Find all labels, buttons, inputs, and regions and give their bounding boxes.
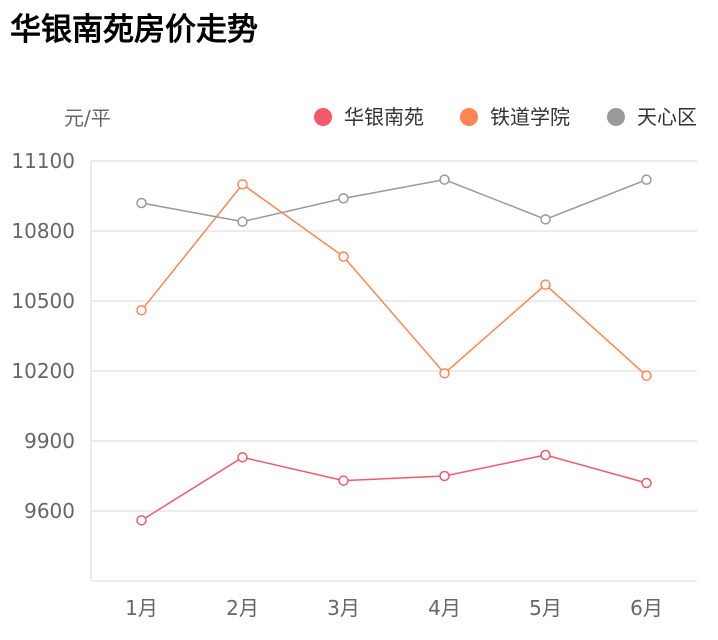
x-tick-label: 5月 [529,596,562,620]
legend-label: 华银南苑 [344,105,424,129]
series-line [140,183,648,377]
y-tick-label: 10500 [11,289,75,313]
data-point [136,305,147,316]
chart-title: 华银南苑房价走势 [10,12,258,48]
y-tick-label: 11100 [11,149,75,173]
data-point [540,449,551,461]
legend-label: 天心区 [637,105,697,129]
x-tick-label: 1月 [125,596,158,620]
legend-label: 铁道学院 [490,105,570,129]
data-point [540,214,551,225]
x-tick-label: 2月 [226,596,259,620]
series-line [141,454,647,521]
legend-marker [460,108,478,126]
data-point [237,179,248,190]
data-point [237,216,248,227]
y-tick-label: 9900 [24,429,75,453]
x-tick-label: 3月 [327,596,360,620]
data-point [237,452,248,463]
data-point [439,368,450,379]
data-point [641,370,652,381]
x-tick-label: 6月 [630,596,663,620]
y-tick-label: 10200 [11,359,75,383]
data-point [338,475,349,486]
data-point [641,477,652,489]
data-point [540,279,551,290]
data-point [136,515,147,526]
data-point [136,197,147,209]
data-point [641,174,652,185]
y-tick-label: 9600 [24,499,75,523]
data-point [338,251,349,262]
data-point [338,193,349,204]
series-line [141,178,647,223]
legend-marker [314,108,332,126]
data-point [439,174,450,185]
y-axis-label: 元/平 [64,106,111,130]
x-tick-label: 4月 [428,596,461,620]
y-tick-label: 10800 [11,219,75,243]
legend-marker [607,108,625,126]
data-point [439,470,450,482]
